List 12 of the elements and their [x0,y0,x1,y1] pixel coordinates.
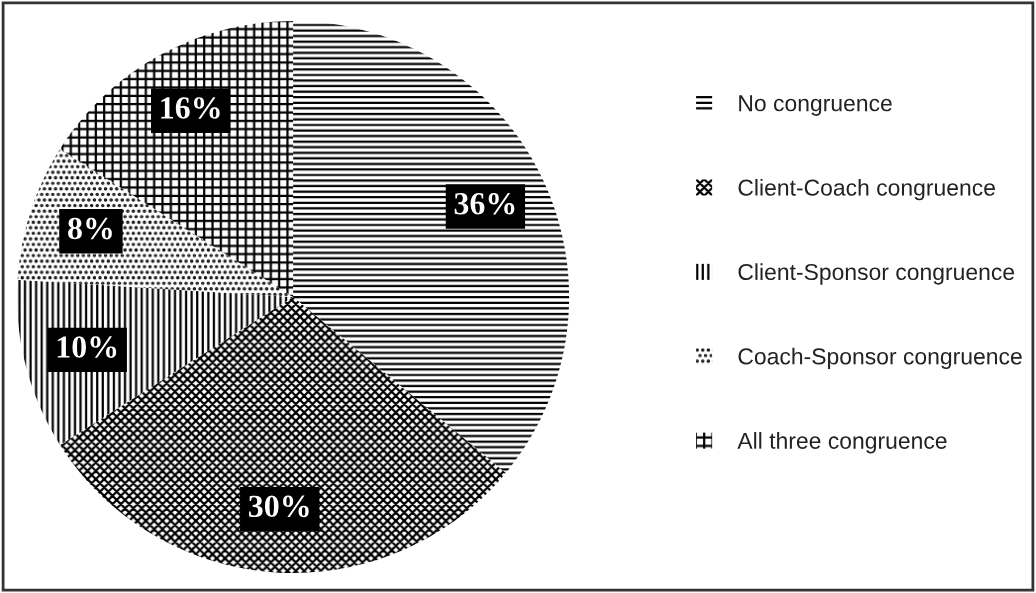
legend-label: All three congruence [737,432,947,454]
data-label: 16% [161,97,220,119]
pie-slice [60,20,294,297]
legend-label: Client-Coach congruence [738,178,995,201]
legend-label: Client-Sponsor congruence [738,263,1015,285]
data-label: 36% [454,192,515,215]
data-label: 30% [249,495,309,518]
legend-label: No congruence [739,95,892,116]
data-label: 10% [57,336,117,358]
legend-label: Coach-Sponsor congruence [738,347,1022,370]
data-label: 8% [68,217,112,240]
pie-slice [293,20,570,473]
